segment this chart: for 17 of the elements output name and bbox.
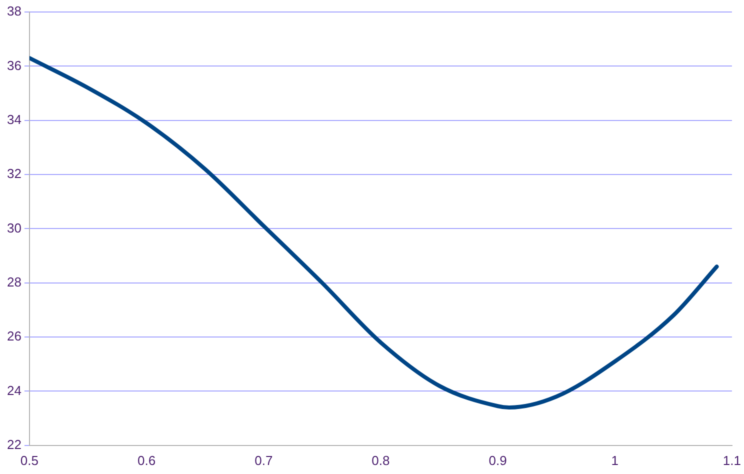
line-series: [29, 56, 719, 410]
x-tick-label: 0.8: [372, 452, 390, 468]
x-tick-label: 0.6: [138, 452, 156, 468]
y-tick-label: 24: [6, 382, 22, 398]
x-tick-label: 1.1: [722, 452, 742, 468]
y-tick-label: 28: [6, 274, 22, 290]
y-tick-label: 30: [6, 220, 22, 236]
x-tick-label: 0.7: [254, 452, 273, 468]
y-tick-label: 36: [6, 58, 22, 73]
y-tick-label: 34: [6, 112, 22, 127]
x-tick-label: 0.5: [20, 452, 38, 468]
x-tick-label: 0.9: [488, 452, 507, 468]
y-tick-label: 38: [6, 4, 22, 19]
y-tick-label: 32: [6, 166, 22, 182]
y-tick-label: 22: [6, 436, 22, 452]
y-tick-label: 26: [6, 328, 22, 344]
x-tick-label: 1: [611, 452, 618, 468]
